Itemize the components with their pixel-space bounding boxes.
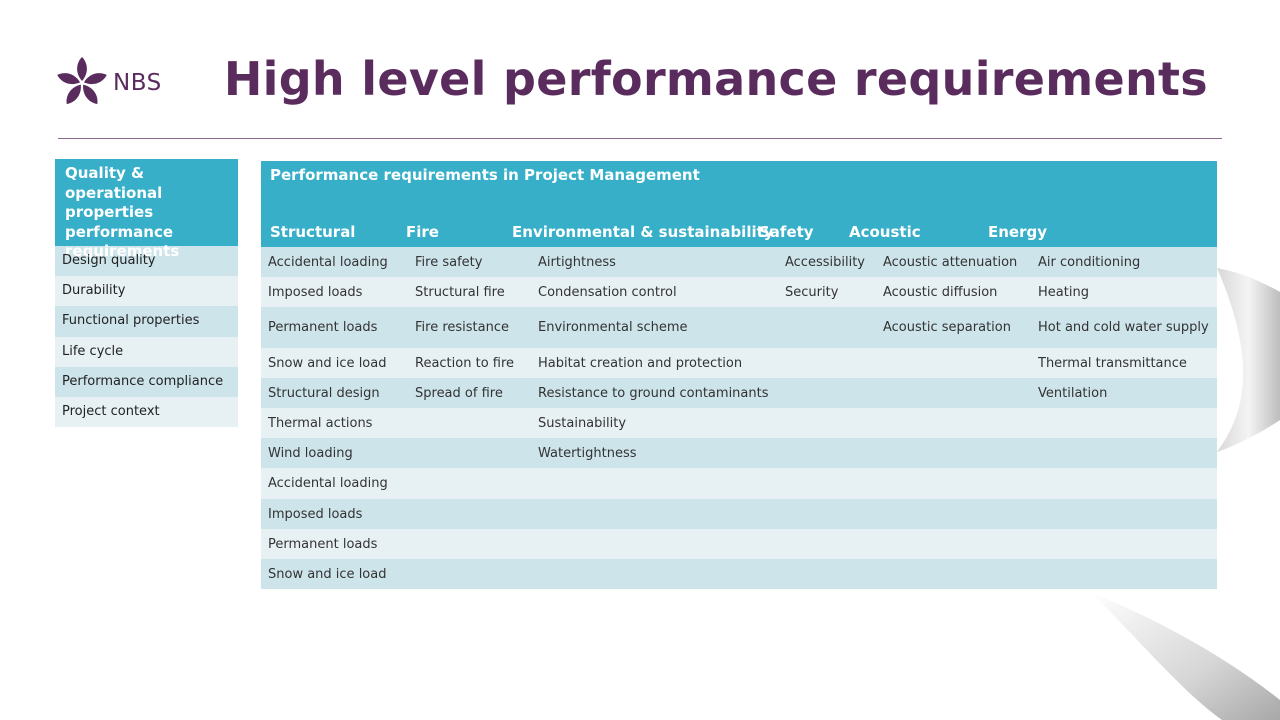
table-cell: Spread of fire bbox=[415, 385, 503, 401]
left-panel-item: Design quality bbox=[55, 246, 238, 277]
column-header: Environmental & sustainability bbox=[512, 223, 774, 241]
table-cell: Acoustic attenuation bbox=[883, 254, 1018, 270]
table-body: Accidental loading Fire safety Airtightnes… bbox=[261, 247, 1217, 589]
table-cell: Resistance to ground contaminants bbox=[538, 385, 769, 401]
table-cell: Hot and cold water supply bbox=[1038, 320, 1209, 335]
table-cell: Air conditioning bbox=[1038, 254, 1141, 270]
column-header: Acoustic bbox=[849, 223, 921, 241]
page-title: High level performance requirements bbox=[223, 52, 1208, 106]
table-cell: Fire safety bbox=[415, 254, 483, 270]
table-cell: Imposed loads bbox=[268, 506, 363, 522]
table-cell: Security bbox=[785, 284, 839, 300]
table-cell: Acoustic diffusion bbox=[883, 284, 998, 300]
table-cell: Sustainability bbox=[538, 415, 627, 431]
table-header: Performance requirements in Project Mana… bbox=[261, 161, 1217, 247]
table-row: Imposed loads Structural fire Condensation… bbox=[261, 277, 1217, 307]
table-cell: Accidental loading bbox=[268, 254, 388, 270]
left-panel-item: Functional properties bbox=[55, 306, 238, 337]
table-cell: Accessibility bbox=[785, 254, 865, 270]
table-row: Wind loading Watertightness bbox=[261, 438, 1217, 468]
column-header: Safety bbox=[759, 223, 814, 241]
table-row: Accidental loading bbox=[261, 468, 1217, 499]
table-cell: Acoustic separation bbox=[883, 320, 1011, 335]
table-row: Snow and ice load bbox=[261, 559, 1217, 589]
table-row: Snow and ice load Reaction to fire Habitat… bbox=[261, 348, 1217, 378]
table-row: Imposed loads bbox=[261, 499, 1217, 529]
column-header: Structural bbox=[270, 223, 356, 241]
table-cell: Airtightness bbox=[538, 254, 616, 270]
left-panel-heading: Quality & operational properties perform… bbox=[55, 159, 238, 260]
table-cell: Wind loading bbox=[268, 445, 353, 461]
table-cell: Reaction to fire bbox=[415, 355, 515, 371]
column-header: Energy bbox=[988, 223, 1048, 241]
table-cell: Watertightness bbox=[538, 445, 637, 461]
table-row: Accidental loading Fire safety Airtightnes… bbox=[261, 247, 1217, 277]
nbs-logo-icon bbox=[57, 57, 107, 105]
table-cell: Snow and ice load bbox=[268, 355, 387, 371]
table-cell: Thermal transmittance bbox=[1038, 355, 1187, 371]
table-row: Thermal actions Sustainability bbox=[261, 408, 1217, 438]
table-cell: Ventilation bbox=[1038, 385, 1108, 401]
table-title: Performance requirements in Project Mana… bbox=[270, 166, 700, 184]
column-header: Fire bbox=[406, 223, 439, 241]
table-cell: Structural fire bbox=[415, 284, 505, 300]
table-cell: Snow and ice load bbox=[268, 566, 387, 582]
left-panel-item: Life cycle bbox=[55, 336, 238, 367]
table-row: Permanent loads Fire resistance Environmen… bbox=[261, 307, 1217, 348]
table-row: Structural design Spread of fire Resistanc… bbox=[261, 378, 1217, 408]
left-panel-item: Performance compliance bbox=[55, 366, 238, 397]
table-cell: Permanent loads bbox=[268, 536, 378, 552]
table-cell: Heating bbox=[1038, 284, 1089, 300]
table-cell: Imposed loads bbox=[268, 284, 363, 300]
logo-text: NBS bbox=[113, 70, 162, 96]
table-cell: Structural design bbox=[268, 385, 380, 401]
table-row: Permanent loads bbox=[261, 529, 1217, 559]
table-cell: Fire resistance bbox=[415, 320, 509, 335]
table-cell: Accidental loading bbox=[268, 476, 388, 491]
table-cell: Thermal actions bbox=[268, 415, 373, 431]
table-cell: Condensation control bbox=[538, 284, 677, 300]
title-divider bbox=[58, 138, 1222, 139]
requirements-table: Performance requirements in Project Mana… bbox=[261, 161, 1217, 589]
left-panel: Quality & operational properties perform… bbox=[55, 159, 238, 428]
left-panel-item: Project context bbox=[55, 396, 238, 428]
table-cell: Habitat creation and protection bbox=[538, 355, 743, 371]
table-cell: Permanent loads bbox=[268, 320, 378, 335]
left-panel-item: Durability bbox=[55, 276, 238, 307]
left-panel-list: Design quality Durability Functional prope… bbox=[55, 246, 238, 428]
nbs-logo: NBS bbox=[57, 57, 162, 109]
table-cell: Environmental scheme bbox=[538, 320, 688, 335]
